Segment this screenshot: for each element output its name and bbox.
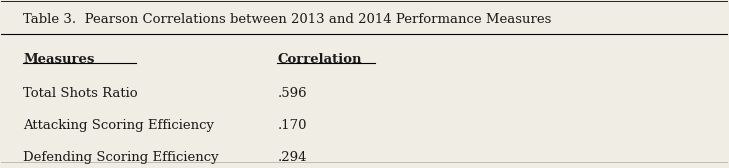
Text: .170: .170	[277, 119, 307, 132]
Text: Defending Scoring Efficiency: Defending Scoring Efficiency	[23, 151, 219, 164]
Text: Correlation: Correlation	[277, 53, 362, 66]
Text: Total Shots Ratio: Total Shots Ratio	[23, 87, 138, 100]
Text: Table 3.  Pearson Correlations between 2013 and 2014 Performance Measures: Table 3. Pearson Correlations between 20…	[23, 13, 552, 26]
Text: Attacking Scoring Efficiency: Attacking Scoring Efficiency	[23, 119, 214, 132]
Text: Measures: Measures	[23, 53, 95, 66]
Text: .294: .294	[277, 151, 307, 164]
Text: .596: .596	[277, 87, 307, 100]
